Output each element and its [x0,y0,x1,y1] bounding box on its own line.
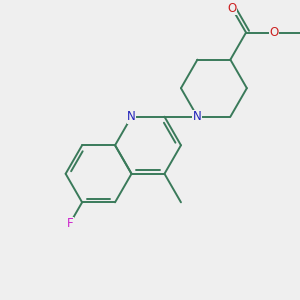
Text: O: O [227,2,237,15]
Text: N: N [193,110,202,123]
Text: O: O [269,26,279,39]
Text: N: N [127,110,136,123]
Text: F: F [66,217,73,230]
